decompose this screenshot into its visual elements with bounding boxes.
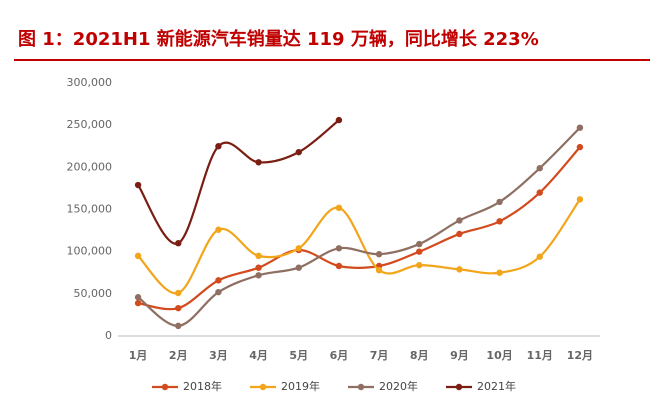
- y-tick-label: 250,000: [67, 118, 113, 131]
- point: [416, 248, 423, 255]
- point: [335, 204, 343, 212]
- x-tick-label: 5月: [289, 349, 308, 362]
- point: [255, 159, 262, 166]
- point: [576, 143, 584, 151]
- x-tick-label: 6月: [330, 349, 349, 362]
- point: [456, 217, 463, 224]
- point: [295, 148, 302, 156]
- legend-label: 2021年: [477, 379, 516, 393]
- point: [536, 164, 543, 172]
- y-tick-label: 50,000: [74, 287, 113, 300]
- chart-title: 图 1：2021H1 新能源汽车销量达 119 万辆，同比增长 223%: [18, 28, 539, 50]
- point: [496, 269, 503, 276]
- series-line: [137, 126, 581, 327]
- point: [215, 288, 222, 296]
- legend-label: 2020年: [379, 379, 418, 393]
- series-line: [137, 146, 581, 311]
- point: [335, 262, 343, 270]
- x-tick-label: 3月: [209, 349, 228, 362]
- y-tick-label: 150,000: [67, 203, 113, 216]
- point: [255, 272, 262, 279]
- y-tick-label: 0: [105, 329, 112, 342]
- x-tick-label: 8月: [410, 349, 429, 362]
- point: [496, 198, 503, 206]
- point: [496, 218, 503, 225]
- point: [456, 230, 463, 238]
- point: [255, 264, 262, 271]
- y-tick-label: 300,000: [67, 76, 113, 89]
- legend-marker: [161, 383, 169, 391]
- legend-label: 2019年: [281, 379, 320, 393]
- point: [215, 277, 222, 284]
- point: [175, 240, 182, 247]
- legend-label: 2018年: [183, 379, 222, 393]
- point: [175, 322, 182, 330]
- y-tick-label: 100,000: [67, 245, 113, 258]
- legend-marker: [259, 383, 267, 391]
- point: [335, 116, 343, 124]
- point: [536, 253, 543, 260]
- x-tick-label: 7月: [370, 349, 389, 362]
- legend-marker: [357, 383, 365, 391]
- point: [175, 304, 182, 312]
- point: [134, 252, 142, 260]
- point: [134, 299, 142, 307]
- point: [375, 250, 383, 258]
- point: [576, 196, 584, 203]
- y-tick-label: 200,000: [67, 160, 113, 173]
- x-tick-label: 10月: [486, 349, 512, 362]
- point: [576, 124, 584, 131]
- point: [416, 261, 423, 269]
- point: [375, 267, 383, 274]
- x-tick-label: 4月: [249, 349, 268, 362]
- x-tick-label: 11月: [527, 349, 553, 362]
- x-tick-label: 1月: [129, 349, 148, 362]
- x-tick-label: 12月: [567, 349, 593, 362]
- point: [215, 226, 222, 233]
- x-tick-label: 2月: [169, 349, 188, 362]
- point: [215, 143, 222, 150]
- series-line: [137, 119, 340, 245]
- point: [456, 266, 463, 273]
- point: [335, 245, 343, 252]
- point: [536, 189, 543, 196]
- point: [416, 240, 423, 248]
- point: [134, 294, 142, 301]
- point: [295, 245, 302, 252]
- point: [134, 181, 142, 189]
- point: [175, 289, 182, 297]
- point: [295, 264, 302, 271]
- series-line: [137, 198, 581, 295]
- x-tick-label: 9月: [450, 349, 469, 362]
- legend-marker: [455, 383, 463, 391]
- point: [255, 252, 262, 260]
